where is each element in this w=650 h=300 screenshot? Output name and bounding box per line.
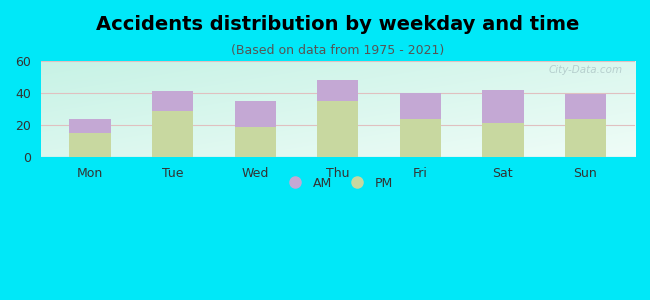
Bar [235,101,276,127]
Bar [565,94,606,118]
Bar [482,90,523,123]
Bar [235,127,276,157]
Bar [400,93,441,119]
Legend: AM, PM: AM, PM [278,172,398,195]
Text: City-Data.com: City-Data.com [549,65,623,75]
Bar [317,80,358,101]
Bar [482,123,523,157]
Bar [70,118,110,133]
Bar [70,133,110,157]
Bar [317,101,358,157]
Bar [565,118,606,157]
Title: Accidents distribution by weekday and time: Accidents distribution by weekday and ti… [96,15,580,34]
Bar [152,91,193,110]
Text: (Based on data from 1975 - 2021): (Based on data from 1975 - 2021) [231,44,445,57]
Bar [400,118,441,157]
Bar [152,110,193,157]
